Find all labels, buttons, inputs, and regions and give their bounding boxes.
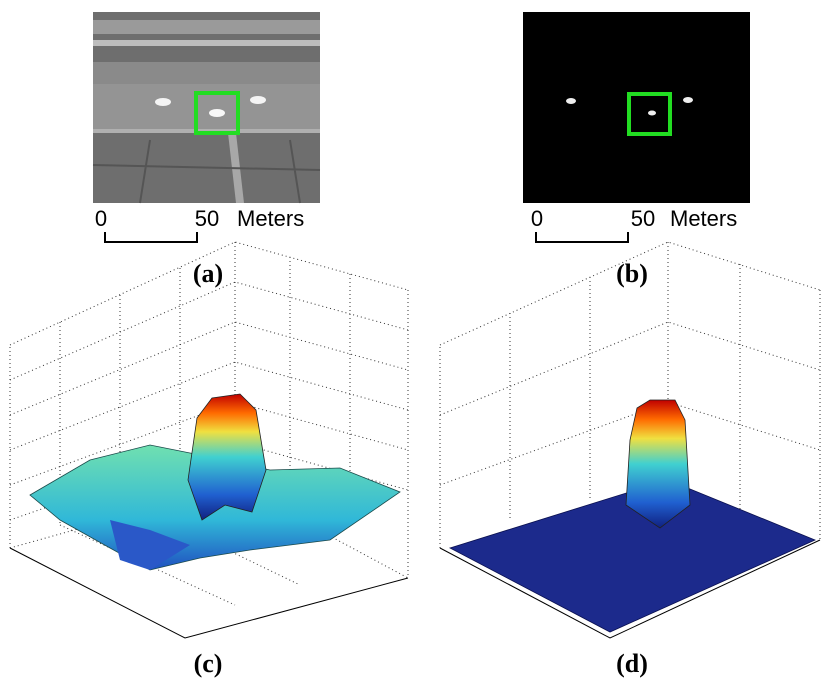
surface-plot <box>9 241 409 639</box>
scale-end: 50 <box>195 206 219 231</box>
scale-unit: Meters <box>237 206 304 231</box>
scale-start: 0 <box>531 206 543 231</box>
panel-label: (d) <box>616 649 648 678</box>
target-box <box>194 91 240 135</box>
scale-end: 50 <box>631 206 655 231</box>
panel-label: (b) <box>616 259 648 288</box>
detection-image <box>523 12 750 203</box>
scale-start: 0 <box>95 206 107 231</box>
surface-plot <box>439 241 821 639</box>
aerial-image <box>92 12 321 204</box>
target-box <box>627 92 672 136</box>
panel-label: (c) <box>194 649 223 678</box>
scale-bar <box>104 232 198 243</box>
scale-unit: Meters <box>670 206 737 231</box>
scale-bar <box>535 232 629 243</box>
panel-label: (a) <box>193 259 223 288</box>
